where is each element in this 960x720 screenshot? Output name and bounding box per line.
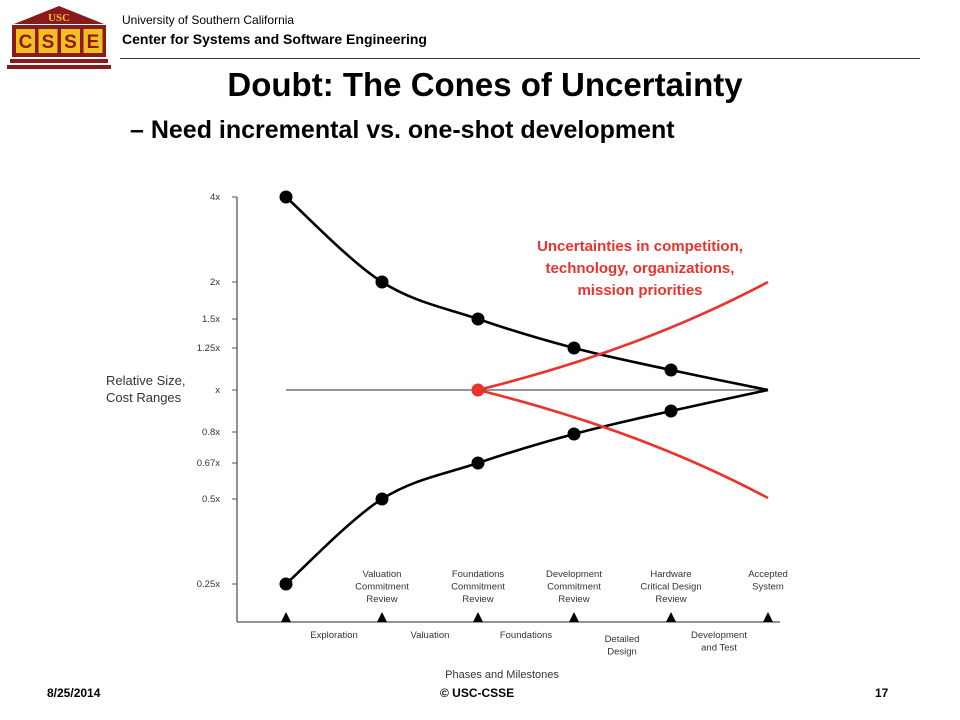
upper-milestone-dot [567,341,581,355]
y-axis-title: Cost Ranges [106,390,182,405]
milestone-label: Review [655,594,686,605]
milestone-label: System [752,582,784,593]
y-tick-label: 4x [210,192,220,203]
header-rule [120,58,920,59]
lower-cone-curve [285,388,769,585]
slide-subtitle: – Need incremental vs. one-shot developm… [130,116,675,144]
logo-tile-4 [83,29,103,53]
y-tick-label: 1.25x [197,343,220,354]
logo-tile-2 [38,29,58,53]
annotation-text: Uncertainties in competition, [537,238,743,255]
milestone-label: Commitment [355,582,409,593]
upper-milestone-dot [279,190,293,204]
upper-milestone-dot [664,363,678,377]
center-name: Center for Systems and Software Engineer… [122,31,427,47]
lower-milestone-dot [375,492,389,506]
milestone-triangle [763,612,773,622]
logo-roof [14,6,104,24]
milestone-label: Commitment [547,582,601,593]
upper-milestone-dot [471,312,485,326]
logo-step-2 [7,65,111,69]
milestone-triangle [569,612,579,622]
y-tick-label: 1.5x [202,314,220,325]
red-lower-curve [477,388,769,500]
annotation-text: mission priorities [577,282,702,299]
milestone-triangle [473,612,483,622]
milestone-label: Foundations [452,569,505,580]
milestone-label: Development [546,569,602,580]
logo-usc-text: USC [48,12,70,24]
logo-letter-3: S [64,32,77,53]
y-tick-label: 0.25x [197,579,220,590]
phase-label: Valuation [411,630,450,641]
footer-copyright: © USC-CSSE [440,686,515,700]
milestone-triangle [377,612,387,622]
logo-letter-4: E [87,32,100,53]
y-tick-label: 0.8x [202,427,220,438]
red-origin-dot [471,383,485,397]
logo-tile-3 [61,29,80,53]
phase-label: Development [691,630,747,641]
phase-label: Exploration [310,630,358,641]
milestone-label: Hardware [650,569,691,580]
milestone-label: Review [462,594,493,605]
footer-date: 8/25/2014 [47,686,101,700]
university-name: University of Southern California [122,13,295,27]
milestone-label: Review [366,594,397,605]
phase-label: and Test [701,643,737,654]
upper-milestone-dot [375,275,389,289]
x-axis-title: Phases and Milestones [445,669,559,681]
lower-milestone-dot [471,456,485,470]
milestone-triangle [666,612,676,622]
phase-label: Design [607,647,637,658]
milestone-triangle [281,612,291,622]
milestone-label: Critical Design [640,582,701,593]
y-tick-label: 0.67x [197,458,220,469]
page-number: 17 [875,686,889,700]
slide-title: Doubt: The Cones of Uncertainty [227,66,743,103]
milestone-label: Review [558,594,589,605]
annotation-text: technology, organizations, [546,260,735,277]
y-tick-label: 2x [210,277,220,288]
logo-letter-1: C [19,32,33,53]
milestone-label: Accepted [748,569,788,580]
red-upper-curve [477,280,769,392]
y-tick-label: x [215,385,220,396]
lower-milestone-dot [664,404,678,418]
milestone-label: Commitment [451,582,505,593]
lower-milestone-dot [279,577,293,591]
milestone-label: Valuation [363,569,402,580]
phase-label: Detailed [605,634,640,645]
logo-step-1 [10,59,108,63]
y-axis-title: Relative Size, [106,373,185,388]
y-tick-label: 0.5x [202,494,220,505]
logo-tile-1 [16,29,35,53]
phase-label: Foundations [500,630,553,641]
logo-letter-2: S [42,32,55,53]
lower-milestone-dot [567,427,581,441]
